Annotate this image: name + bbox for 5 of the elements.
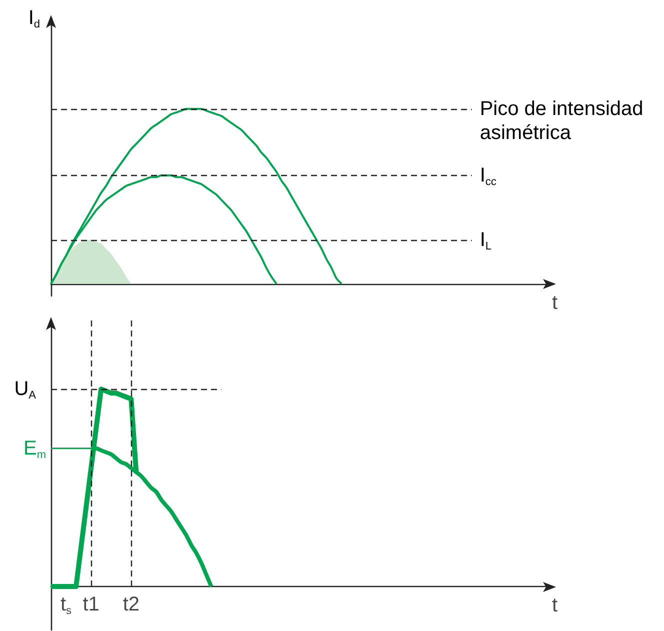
x-tick-label: t1 [82,594,100,616]
ref-line-label: Pico de intensidad asimétrica [480,98,644,144]
x-axis-title: t [552,292,558,314]
x-axis-title: t [552,594,558,617]
x-tick-label: t2 [122,594,140,616]
